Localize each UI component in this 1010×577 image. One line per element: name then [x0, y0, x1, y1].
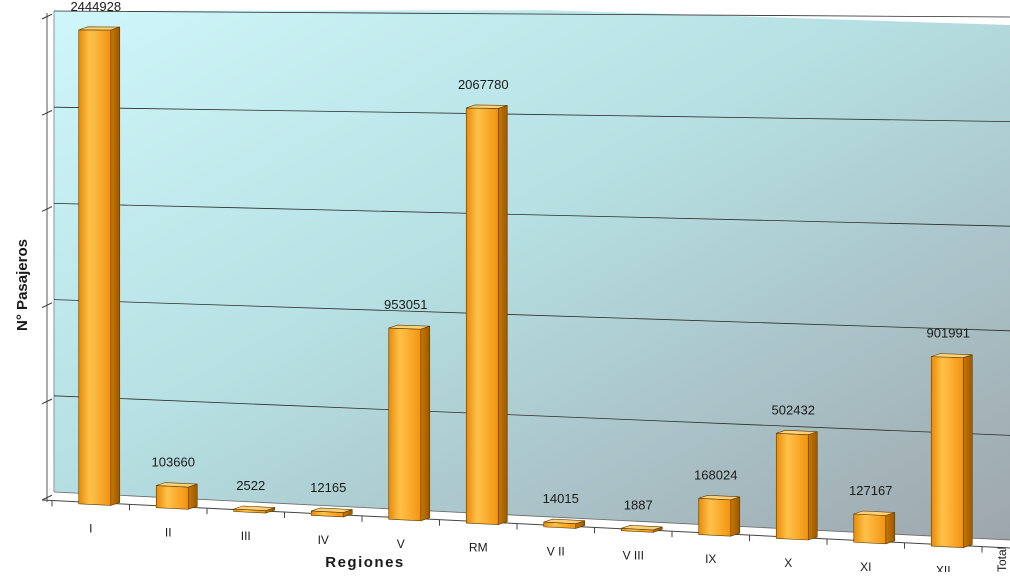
bar-top-face: [543, 518, 585, 524]
bar-top-face: [78, 26, 120, 31]
bar-I: [78, 26, 121, 506]
x-axis-line: [41, 499, 1010, 549]
x-tick-label-VIII: V III: [623, 548, 644, 562]
bar-front-face: [930, 356, 964, 548]
data-label-VIII: 1887: [624, 497, 653, 512]
bar-top-face: [621, 525, 663, 531]
x-tick-label-VII: V II: [547, 544, 565, 558]
gridlines: [53, 10, 1010, 436]
gridline: [53, 203, 1010, 227]
bar-front-face: [78, 29, 112, 506]
bar-top-face: [776, 430, 818, 435]
y-tick-mark: [41, 206, 53, 212]
x-tick-label-total: Total: [995, 547, 1009, 572]
bar-side-face: [962, 354, 973, 549]
floor-back-edge: [53, 491, 1010, 541]
bar-top-face: [853, 510, 895, 516]
data-label-II: 103660: [152, 455, 195, 470]
bar-front-face: [388, 327, 422, 522]
x-tick-label-IX: IX: [705, 552, 716, 566]
bar-top-face: [931, 353, 973, 359]
bar-side-face: [807, 431, 818, 541]
plot-back-wall: [53, 10, 1010, 541]
data-label-IV: 12165: [310, 480, 346, 495]
bar-XII: [930, 353, 973, 549]
bar-side-face: [730, 496, 741, 537]
bar-VIII: [620, 525, 663, 533]
bar-side-face: [885, 512, 896, 545]
bar-IX: [698, 495, 741, 537]
y-tick-mark: [41, 109, 53, 116]
bar-VII: [543, 518, 586, 529]
gridline: [53, 106, 1010, 122]
bar-top-face: [388, 324, 430, 330]
gridline: [53, 10, 1010, 18]
data-label-X: 502432: [772, 402, 815, 417]
data-label-IX: 168024: [694, 467, 737, 482]
axes: [41, 13, 1010, 549]
bar-II: [155, 482, 198, 510]
bar-top-face: [311, 507, 353, 513]
y-axis-title: N° Pasajeros: [14, 239, 31, 331]
x-tick-label-XII: XII: [936, 564, 951, 572]
y-tick-mark: [41, 302, 53, 309]
bar-XI: [853, 510, 896, 545]
bar-III: [233, 505, 276, 514]
bar-front-face: [465, 107, 499, 525]
data-label-III: 2522: [236, 478, 265, 493]
data-label-XII: 901991: [927, 326, 970, 341]
bar-front-face: [698, 498, 732, 537]
x-tick-label-II: II: [165, 525, 172, 539]
x-axis-title: Regiones: [325, 554, 405, 571]
bar-front-face: [775, 433, 809, 541]
y-tick-mark: [41, 398, 53, 405]
x-tick-label-III: III: [241, 529, 251, 543]
data-label-V: 953051: [384, 297, 427, 312]
bar-top-face: [466, 104, 508, 109]
x-tick-label-V: V: [397, 537, 405, 551]
data-label-I: 2444928: [70, 0, 121, 14]
bar-front-face: [155, 485, 189, 510]
data-label-VII: 14015: [543, 491, 579, 506]
bar-RM: [465, 104, 508, 526]
bar-top-face: [156, 482, 198, 488]
back-wall: [54, 10, 1010, 541]
data-label-XI: 127167: [849, 483, 892, 498]
y-tick-mark: [41, 494, 53, 501]
bar-top-face: [233, 505, 275, 511]
y-tick-mark: [41, 13, 53, 20]
bar-side-face: [497, 104, 508, 526]
bar-X: [775, 430, 818, 541]
bar-top-face: [698, 495, 740, 501]
x-tick-label-RM: RM: [469, 541, 488, 555]
bar-side-face: [420, 325, 431, 522]
x-tick-label-I: I: [89, 521, 92, 535]
data-labels: 2444928 103660 2522 12165 953051 2067780 14015…: [70, 0, 970, 512]
gridline: [53, 395, 1010, 436]
bar-IV: [310, 507, 353, 518]
bar-V: [388, 324, 431, 522]
bar-front-face: [853, 513, 887, 545]
bars: [78, 26, 973, 549]
x-tick-label-IV: IV: [318, 533, 329, 547]
x-tick-label-XI: XI: [860, 560, 871, 572]
bar-side-face: [187, 483, 198, 510]
x-tick-label-X: X: [784, 556, 792, 570]
bar-side-face: [110, 26, 121, 506]
data-label-RM: 2067780: [458, 77, 509, 92]
gridline: [53, 299, 1010, 332]
